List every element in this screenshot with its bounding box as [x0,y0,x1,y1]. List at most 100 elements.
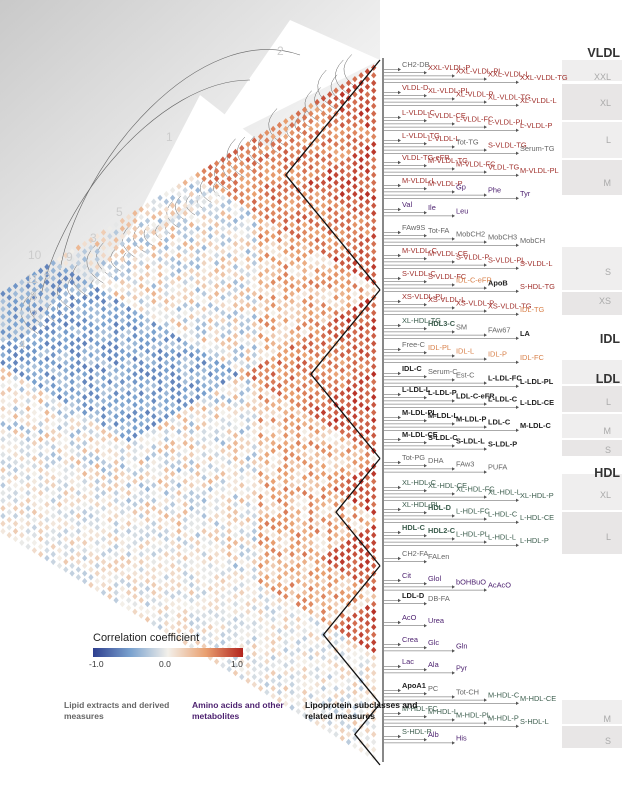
subsection-hdl-m: M [603,714,612,724]
heatmap-cell [6,294,12,301]
heatmap-cell [295,455,301,462]
heatmap-cell [38,482,44,489]
heatmap-cell [107,593,113,600]
heatmap-cell [283,210,289,217]
heatmap-cell [138,267,144,274]
heatmap-cell [339,106,345,114]
heatmap-cell [138,459,144,466]
label-arrow [424,582,427,586]
heatmap-cell [276,520,283,527]
heatmap-cell [144,416,151,424]
subsection-vldl-s: S [604,267,611,277]
heatmap-cell [94,485,100,493]
heatmap-cell [113,451,119,458]
heatmap-cell [371,669,377,677]
heatmap-cell [157,623,163,631]
heatmap-cell [188,359,195,366]
heatmap-cell [25,420,31,428]
heatmap-cell [276,175,283,182]
heatmap-cell [283,386,289,393]
heatmap-cell [176,252,182,259]
heatmap-cell [352,144,358,152]
heatmap-cell [207,631,213,638]
heatmap-cell [82,539,88,546]
heatmap-cell [195,570,201,577]
heatmap-cell [364,474,371,481]
heatmap-cell [226,665,232,673]
heatmap-cell [270,493,276,501]
heatmap-cell [157,447,163,455]
heatmap-cell [276,121,283,129]
heatmap-cell [69,508,75,516]
heatmap-cell [320,547,327,554]
heatmap-cell [63,290,69,297]
heatmap-cell [232,386,239,393]
heatmap-cell [352,405,358,412]
heatmap-cell [276,627,283,635]
heatmap-cell [220,301,226,309]
label-arrow [484,148,487,152]
heatmap-cell [257,639,264,646]
heatmap-cell [308,516,314,524]
heatmap-cell [283,156,289,163]
heatmap-cell [12,413,19,420]
heatmap-cell [100,351,107,359]
heatmap-cell [327,704,333,711]
heatmap-cell [339,275,345,282]
heatmap-cell [295,118,301,125]
heatmap-cell [213,428,220,435]
heatmap-cell [182,531,188,539]
heatmap-cell [345,164,352,171]
heatmap-cell [301,528,308,535]
heatmap-cell [100,290,107,297]
heatmap-cell [176,589,182,596]
heatmap-cell [327,267,333,274]
heatmap-cell [144,447,151,455]
heatmap-cell [289,114,295,121]
heatmap-cell [283,233,289,240]
heatmap-cell [314,597,320,604]
dendrogram-panel [120,95,270,250]
heatmap-cell [220,593,226,600]
heatmap-cell [213,528,220,535]
heatmap-cell [295,409,301,416]
heatmap-cell [289,397,295,405]
heatmap-cell [144,301,151,309]
heatmap-cell [6,478,12,485]
heatmap-cell [257,233,264,240]
heatmap-cell [257,294,264,301]
heatmap-cell [201,213,207,221]
heatmap-cell [12,528,19,535]
heatmap-cell [94,256,100,263]
heatmap-cell [169,416,176,424]
heatmap-cell [251,206,257,213]
label-arrow [452,422,455,426]
heatmap-cell [113,351,119,359]
heatmap-cell [301,367,308,374]
heatmap-cell [213,436,220,443]
heatmap-cell [126,229,132,236]
heatmap-cell [31,378,38,386]
heatmap-cell [176,298,182,305]
heatmap-cell [364,727,371,734]
heatmap-cell [270,171,276,179]
heatmap-cell [50,443,56,451]
heatmap-cell [195,470,201,478]
heatmap-cell [308,646,314,654]
heatmap-cell [251,474,257,481]
heatmap-cell [289,443,295,451]
heatmap-cell [320,439,327,447]
heatmap-cell [320,156,327,163]
label-arrow [398,371,401,376]
heatmap-cell [132,516,138,524]
legend-ticks: -1.0 0.0 1.0 [89,657,243,669]
heatmap-cell [82,301,88,309]
heatmap-cell [301,704,308,711]
heatmap-cell [82,554,88,562]
heatmap-cell [157,485,163,493]
heatmap-cell [138,597,144,604]
cluster-block-outline [335,458,381,567]
heatmap-cell [289,137,295,144]
heatmap-cell [283,616,289,623]
heatmap-cell [100,344,107,351]
